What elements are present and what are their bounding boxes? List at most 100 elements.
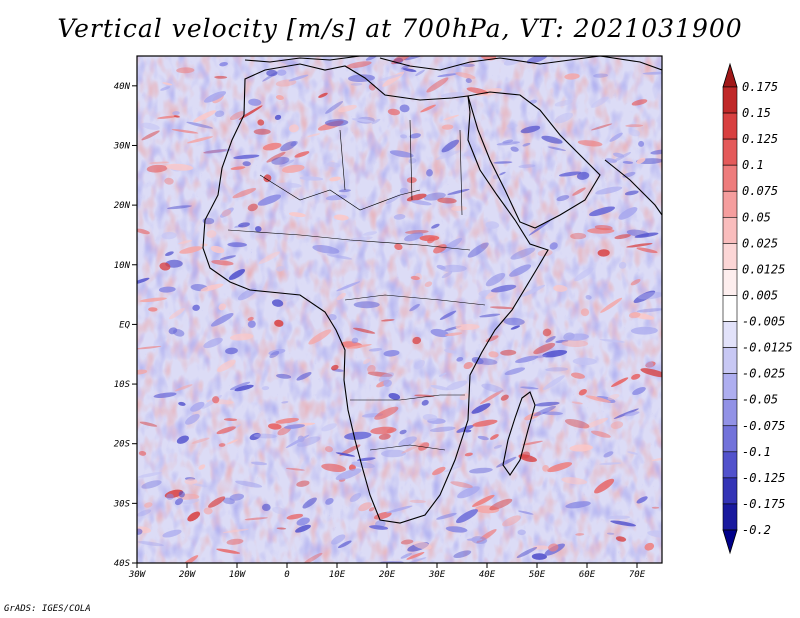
- downdraft-patch: [549, 242, 558, 250]
- downdraft-patch: [166, 493, 174, 500]
- downdraft-patch: [344, 431, 372, 440]
- downdraft-patch: [436, 264, 446, 270]
- downdraft-patch: [599, 339, 625, 343]
- updraft-patch: [614, 234, 631, 240]
- downdraft-patch: [408, 158, 417, 164]
- downdraft-patch: [203, 337, 223, 349]
- updraft-patch: [212, 396, 220, 404]
- downdraft-patch: [363, 231, 378, 236]
- downdraft-patch: [457, 486, 480, 499]
- downdraft-patch: [408, 557, 427, 563]
- updraft-patch: [222, 528, 249, 534]
- x-tick-label: 40E: [479, 570, 496, 580]
- colorbar-segment: [722, 373, 738, 401]
- downdraft-patch: [471, 403, 491, 414]
- updraft-patch: [628, 312, 641, 319]
- updraft-patch: [400, 539, 414, 545]
- updraft-patch: [610, 421, 624, 429]
- downdraft-patch: [460, 63, 475, 68]
- updraft-patch: [374, 406, 399, 420]
- border-lines: [227, 119, 486, 451]
- updraft-patch: [443, 114, 460, 121]
- updraft-patch: [176, 67, 195, 74]
- updraft-patch: [378, 433, 391, 440]
- downdraft-patch: [165, 251, 174, 257]
- downdraft-patch: [288, 74, 309, 82]
- updraft-patch: [522, 440, 544, 446]
- downdraft-patch: [624, 190, 639, 196]
- downdraft-patch: [257, 194, 282, 206]
- updraft-patch: [198, 464, 206, 470]
- updraft-patch: [410, 275, 420, 281]
- downdraft-patch: [296, 517, 310, 526]
- downdraft-patch: [554, 99, 573, 107]
- downdraft-patch: [555, 339, 569, 343]
- colorbar-top-arrow: [722, 62, 738, 88]
- colorbar-segment: [722, 86, 738, 114]
- downdraft-patch: [627, 451, 639, 455]
- y-tick-label: 30N: [113, 141, 131, 151]
- downdraft-patch: [351, 337, 359, 344]
- downdraft-patch: [237, 288, 257, 301]
- downdraft-patch: [176, 435, 189, 444]
- updraft-patch: [229, 111, 245, 121]
- updraft-patch: [391, 56, 413, 65]
- downdraft-patch: [335, 468, 362, 481]
- downdraft-patch: [296, 436, 321, 447]
- downdraft-patch: [481, 383, 504, 393]
- downdraft-patch: [542, 349, 568, 358]
- downdraft-patch: [191, 483, 208, 488]
- updraft-patch: [585, 395, 611, 403]
- downdraft-patch: [509, 264, 532, 277]
- downdraft-patch: [389, 150, 414, 158]
- downdraft-patch: [299, 176, 324, 181]
- updraft-patch: [630, 279, 641, 286]
- updraft-patch: [561, 477, 588, 485]
- downdraft-patch: [496, 456, 517, 468]
- downdraft-patch: [554, 112, 574, 124]
- updraft-patch: [580, 308, 590, 317]
- downdraft-patch: [453, 550, 472, 559]
- updraft-patch: [363, 358, 371, 365]
- x-tick-label: 70E: [629, 570, 646, 580]
- downdraft-patch: [247, 320, 256, 328]
- downdraft-patch: [520, 386, 539, 390]
- downdraft-patch: [599, 462, 622, 465]
- updraft-patch: [406, 552, 425, 560]
- updraft-patch: [268, 423, 282, 430]
- downdraft-patch: [435, 150, 461, 160]
- updraft-patch: [139, 297, 167, 303]
- updraft-patch: [258, 251, 281, 264]
- updraft-patch: [569, 444, 593, 452]
- downdraft-patch: [326, 254, 353, 260]
- downdraft-patch: [437, 73, 458, 77]
- updraft-patch: [444, 332, 463, 337]
- updraft-patch: [285, 467, 305, 471]
- updraft-patch: [275, 417, 299, 424]
- updraft-patch: [263, 174, 272, 183]
- y-tick-label: 10N: [114, 261, 131, 271]
- y-tick-label: 40N: [114, 82, 131, 92]
- updraft-patch: [193, 110, 217, 123]
- downdraft-patch: [227, 242, 247, 248]
- updraft-patch: [286, 513, 304, 520]
- downdraft-patch: [404, 56, 424, 61]
- updraft-patch: [466, 87, 489, 95]
- downdraft-patch: [520, 125, 541, 134]
- downdraft-patch: [404, 232, 424, 242]
- updraft-patch: [636, 157, 646, 164]
- downdraft-patch: [172, 111, 180, 116]
- downdraft-patch: [421, 399, 429, 406]
- downdraft-patch: [248, 98, 262, 106]
- downdraft-patch: [276, 266, 285, 272]
- y-tick-label: 20S: [114, 440, 131, 450]
- downdraft-patch: [591, 96, 609, 108]
- downdraft-patch: [492, 174, 499, 180]
- downdraft-patch: [377, 74, 403, 82]
- updraft-patch: [138, 450, 147, 456]
- downdraft-patch: [325, 194, 347, 201]
- downdraft-patch: [388, 393, 401, 400]
- downdraft-patch: [534, 401, 560, 407]
- colorbar-label: 0.125: [742, 132, 778, 146]
- downdraft-patch: [137, 541, 164, 547]
